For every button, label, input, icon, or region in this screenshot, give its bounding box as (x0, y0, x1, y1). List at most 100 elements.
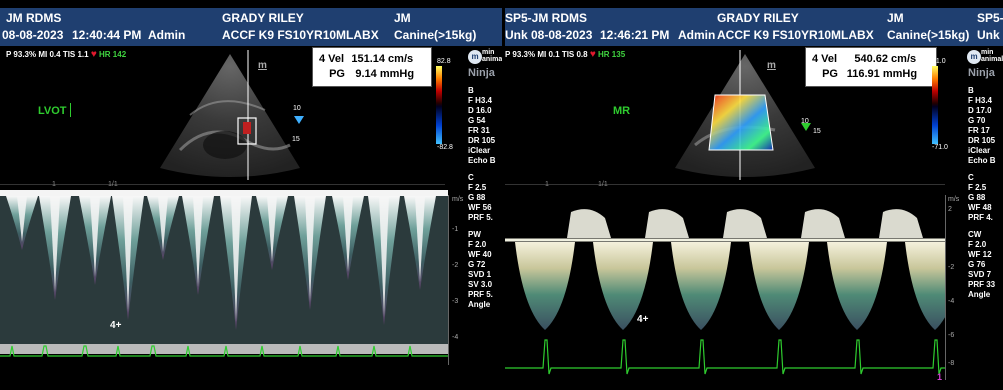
vel-label: 4 Vel (812, 53, 838, 65)
axis-tick: -6 (948, 332, 955, 339)
doppler-peak-core (123, 196, 133, 312)
species-category: Canine(>15kg) (394, 28, 477, 42)
scale-bar (0, 184, 445, 185)
extra-unknown: Unk (977, 28, 1000, 42)
axis-tick: -1 (452, 226, 459, 233)
axis-tick: -2 (948, 264, 955, 271)
doppler-peak-core (343, 196, 353, 272)
doppler-peak-core (231, 196, 241, 322)
exam-date: 08-08-2023 (531, 28, 593, 42)
right-header-bar: SP5-JM RDMS Unk 08-08-2023 12:46:21 PM A… (505, 8, 1003, 46)
measurement-box: 4 Vel 540.62 cm/s PG 116.91 mmHg (805, 47, 937, 87)
axis-unit: m/s (948, 196, 960, 203)
doppler-peak-core (267, 196, 277, 262)
acoustic-status: P 93.3% MI 0.4 TIS 1.1 ♥ HR 142 (6, 49, 126, 60)
orientation-marker: m (258, 60, 267, 71)
colorbar-bottom-value: -82.8 (437, 144, 453, 151)
tis-readout: TIS 0.8 (561, 50, 588, 59)
heart-rate-readout: HR 135 (598, 50, 626, 59)
measurement-box: 4 Vel 151.14 cm/s PG 9.14 mmHg (312, 47, 432, 87)
axis-tick: -4 (452, 334, 459, 341)
preset-name: Ninja (468, 67, 495, 79)
side-params-panel: Ninja B F H3.4 D 16.0 G 54 FR 31 DR 105 … (468, 67, 496, 309)
doppler-peak-core (305, 196, 315, 302)
velocity-axis (945, 195, 946, 380)
doppler-peak-core (158, 196, 168, 252)
depth-mark-10: 10 (293, 105, 301, 112)
species-category: Canine(>15kg) (887, 28, 970, 42)
scale-bar (505, 184, 945, 185)
heart-icon: ♥ (90, 49, 97, 60)
pg-label: PG (329, 68, 345, 80)
doppler-peak-core (193, 196, 203, 287)
doppler-regurgitant-jet (905, 242, 945, 330)
device-name: SP5-JM RDMS (505, 11, 588, 25)
brand-logo-icon: m (967, 50, 981, 64)
sweep-marker: 1 (937, 372, 943, 382)
acoustic-status: P 93.3% MI 0.1 TIS 0.8 ♥ HR 135 (505, 49, 625, 60)
exam-date: 08-08-2023 (2, 28, 64, 42)
doppler-peak-core (415, 196, 425, 282)
brand-logo-text: min animal (981, 49, 1003, 63)
doppler-regurgitant-jet (827, 242, 887, 330)
color-velocity-bar (436, 66, 442, 144)
caliper-marker: 4+ (637, 314, 649, 325)
scale-mark-1: 1 (545, 181, 549, 188)
pg-label: PG (822, 68, 838, 80)
caliper-marker: 4+ (110, 320, 122, 331)
vel-value: 151.14 cm/s (351, 53, 414, 65)
depth-mark-10: 10 (801, 118, 809, 125)
right-ultrasound-view: SP5-JM RDMS Unk 08-08-2023 12:46:21 PM A… (505, 0, 1003, 390)
pg-value: 116.91 mmHg (846, 68, 918, 80)
left-ultrasound-view: JM RDMS 08-08-2023 12:40:44 PM Admin GRA… (0, 8, 502, 365)
unknown-label: Unk (505, 28, 528, 42)
side-params-panel: Ninja B F H3.4 D 17.0 G 70 FR 17 DR 105 … (968, 67, 996, 299)
cw-doppler-spectrum (505, 209, 945, 375)
patient-name: GRADY RILEY (222, 11, 304, 25)
doppler-regurgitant-jet (515, 242, 575, 330)
vel-label: 4 Vel (319, 53, 345, 65)
doppler-forward-signal (879, 209, 923, 238)
velocity-axis (448, 195, 449, 365)
depth-mark-15: 15 (292, 136, 300, 143)
preset-name: Ninja (968, 67, 995, 79)
exam-time: 12:40:44 PM (72, 28, 142, 42)
focus-marker-icon (801, 123, 811, 131)
axis-tick: -4 (948, 298, 955, 305)
power-readout: P 93.3% (505, 50, 536, 59)
vel-value: 540.62 cm/s (854, 53, 917, 65)
doppler-forward-signal (645, 209, 689, 238)
doppler-peak-core (17, 196, 27, 242)
focus-marker-icon (294, 116, 304, 124)
doppler-regurgitant-jet (671, 242, 731, 330)
scale-mark-ratio: 1/1 (598, 181, 608, 188)
doppler-regurgitant-jet (593, 242, 653, 330)
left-header-bar: JM RDMS 08-08-2023 12:40:44 PM Admin GRA… (0, 8, 502, 46)
orientation-marker: m (767, 60, 776, 71)
colorbar-top-value: 71.0 (932, 58, 946, 65)
doppler-forward-signal (723, 209, 767, 238)
patient-id: ACCF K9 FS10YR10MLABX (717, 28, 874, 42)
doppler-forward-signal (801, 209, 845, 238)
pg-value: 9.14 mmHg (355, 68, 415, 80)
axis-tick: -3 (452, 298, 459, 305)
heart-icon: ♥ (589, 49, 596, 60)
brand-logo-text: min animal (482, 49, 502, 63)
scale-mark-1: 1 (52, 181, 56, 188)
doppler-peak-core (90, 196, 100, 277)
mi-readout: MI 0.4 (38, 50, 61, 59)
view-label: LVOT (38, 105, 67, 117)
doppler-peak-core (50, 196, 60, 292)
color-velocity-bar (932, 66, 938, 144)
bmode-sector-image (160, 50, 300, 180)
axis-tick: -2 (452, 262, 459, 269)
view-label: MR (613, 105, 631, 117)
pw-doppler-spectrum (0, 190, 448, 357)
power-readout: P 93.3% (6, 50, 37, 59)
doppler-regurgitant-jet (749, 242, 809, 330)
operator-initials: JM (394, 11, 411, 25)
doppler-peak-core (379, 196, 389, 317)
tis-readout: TIS 1.1 (62, 50, 89, 59)
user-name: Admin (678, 28, 716, 42)
doppler-forward-signal (567, 209, 611, 238)
